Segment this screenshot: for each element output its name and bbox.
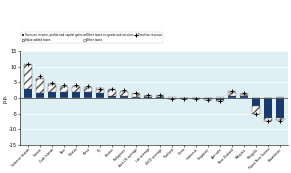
Bar xyxy=(48,84,56,85)
Bar xyxy=(204,99,212,100)
Bar xyxy=(240,96,248,98)
Bar xyxy=(108,89,116,90)
Bar xyxy=(216,100,224,101)
Bar xyxy=(252,98,260,106)
Bar xyxy=(96,93,104,98)
Bar xyxy=(36,79,44,93)
Bar xyxy=(276,98,284,118)
Bar xyxy=(108,95,116,98)
Bar xyxy=(60,86,68,87)
Bar xyxy=(72,92,80,98)
Bar xyxy=(240,95,248,96)
Bar xyxy=(36,93,44,98)
Bar xyxy=(132,93,140,94)
Bar xyxy=(228,92,236,93)
Bar xyxy=(72,86,80,87)
Bar xyxy=(228,93,236,97)
Bar xyxy=(156,95,164,97)
Bar xyxy=(180,98,188,99)
Bar xyxy=(24,64,32,65)
Bar xyxy=(144,96,152,97)
Bar xyxy=(84,88,92,92)
Bar xyxy=(132,97,140,98)
Bar xyxy=(240,93,248,94)
Bar xyxy=(168,97,176,98)
Bar xyxy=(24,63,32,64)
Bar xyxy=(48,85,56,92)
Legend: Taxes on income, profits and capital gains, Value added taxes, Other taxes on go: Taxes on income, profits and capital gai… xyxy=(21,32,163,43)
Bar xyxy=(120,90,128,91)
Bar xyxy=(120,92,128,97)
Bar xyxy=(228,97,236,98)
Bar xyxy=(48,83,56,84)
Bar xyxy=(264,118,272,121)
Bar xyxy=(72,87,80,92)
Bar xyxy=(276,97,284,98)
Bar xyxy=(216,97,224,98)
Bar xyxy=(96,89,104,90)
Bar xyxy=(96,88,104,89)
Bar xyxy=(144,95,152,96)
Bar xyxy=(204,98,212,99)
Bar xyxy=(120,91,128,92)
Bar xyxy=(240,94,248,95)
Bar xyxy=(132,94,140,97)
Bar xyxy=(264,98,272,118)
Bar xyxy=(252,106,260,113)
Bar xyxy=(48,92,56,98)
Bar xyxy=(168,98,176,99)
Bar xyxy=(120,97,128,98)
Bar xyxy=(60,92,68,98)
Bar xyxy=(156,97,164,98)
Bar xyxy=(24,65,32,89)
Bar xyxy=(108,90,116,95)
Bar xyxy=(84,86,92,87)
Bar xyxy=(36,78,44,79)
Y-axis label: p.p.: p.p. xyxy=(3,93,8,103)
Bar xyxy=(276,118,284,120)
Bar xyxy=(216,98,224,100)
Bar xyxy=(60,87,68,92)
Bar xyxy=(144,97,152,98)
Bar xyxy=(24,89,32,98)
Bar xyxy=(84,87,92,88)
Bar xyxy=(192,98,200,99)
Bar xyxy=(84,92,92,98)
Bar xyxy=(96,90,104,93)
